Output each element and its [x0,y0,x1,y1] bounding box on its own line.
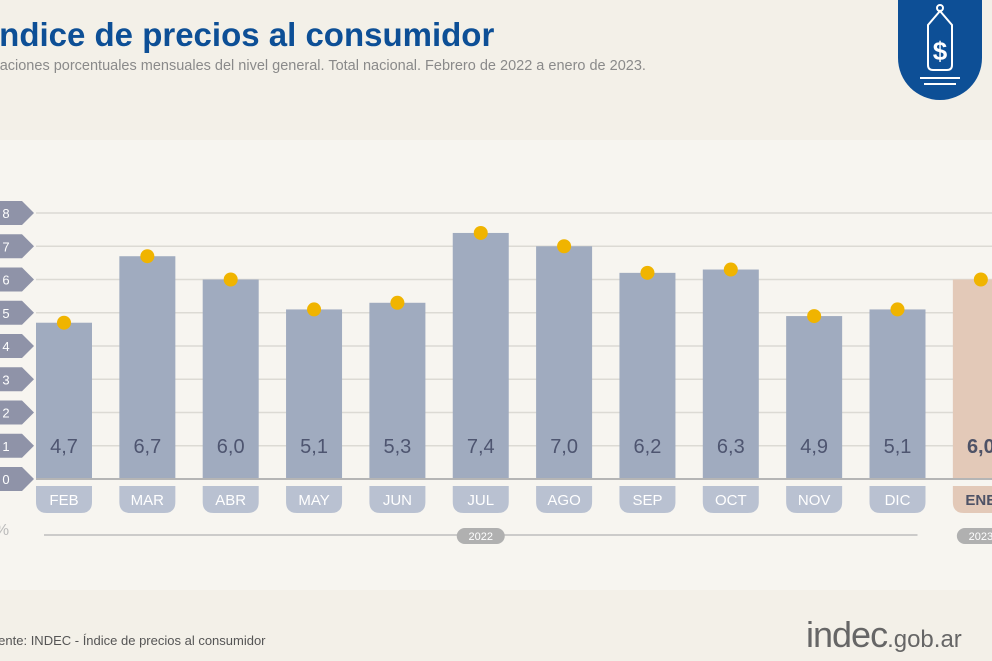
category-label: JUL [467,492,494,509]
bar-value-label: 4,9 [800,436,828,458]
page-title: Índice de precios al consumidor [0,16,495,53]
category-pill [536,486,593,513]
y-axis-unit: % [0,522,9,539]
category-pill [619,486,676,513]
category-label: ABR [215,492,246,509]
category-pill [286,486,343,513]
bar [702,269,759,478]
year-label: 2022 [469,531,493,543]
bar [119,256,176,478]
category-label: OCT [715,492,747,509]
value-dot [557,239,572,254]
bar [202,279,259,478]
bar-value-label: 5,1 [884,436,912,458]
bar [869,309,926,478]
value-dot [140,249,155,264]
bar-value-label: 6,0 [967,436,992,458]
value-dot [973,272,988,287]
value-dot [57,315,71,330]
category-label: NOV [798,492,831,509]
value-dot [223,272,238,287]
year-pill [956,528,992,544]
y-tick-label: 4 [2,339,9,354]
price-tag-dollar-icon: $ [898,0,982,100]
y-tick-label: 0 [2,472,9,487]
bar-value-label: 5,1 [300,436,328,458]
bar [452,232,509,478]
category-label: MAY [298,492,329,509]
category-pill [369,486,426,513]
y-tick-label: 5 [2,306,9,321]
bar-value-label: 4,7 [50,436,78,458]
category-pill [702,486,759,513]
value-dot [723,262,738,277]
logo-suffix: .gob.ar [887,626,962,653]
category-pill [452,486,509,513]
y-tick-badge [0,300,34,325]
bar-value-label: 6,0 [217,436,245,458]
y-tick-badge [0,234,34,259]
category-label: FEB [49,492,78,509]
svg-text:$: $ [933,36,948,66]
bar-value-label: 6,2 [634,436,662,458]
value-dot [390,295,405,310]
category-pill [869,486,926,513]
year-pill [456,528,505,544]
category-pill [119,486,176,513]
y-tick-label: 8 [2,206,9,221]
y-tick-label: 6 [2,273,9,288]
bar [786,316,843,478]
category-label: DIC [885,492,911,509]
bar-value-label: 6,3 [717,436,745,458]
page-subtitle: Variaciones porcentuales mensuales del n… [0,58,646,74]
logo-main: indec [806,614,888,655]
bar [36,322,92,478]
value-dot [807,309,822,324]
bar-value-label: 7,0 [550,436,578,458]
y-tick-label: 3 [2,372,9,387]
bar [952,279,992,478]
source-note: Fuente: INDEC - Índice de precios al con… [0,633,266,648]
y-tick-badge [0,267,34,292]
y-tick-badge [0,334,34,358]
value-dot [473,225,488,240]
value-dot [640,265,655,280]
y-tick-badge [0,433,34,458]
category-pill [202,486,259,513]
y-tick-badge [0,467,34,491]
category-label: JUN [383,492,412,509]
category-label: AGO [547,492,580,509]
bar-value-label: 5,3 [383,436,411,458]
category-label: MAR [131,492,165,509]
category-label: ENE [965,492,992,509]
category-label: SEP [632,492,662,509]
indec-logo[interactable]: indec.gob.ar [806,614,962,656]
y-tick-label: 7 [2,239,9,254]
y-tick-badge [0,400,34,425]
y-tick-label: 1 [2,439,9,454]
value-dot [307,302,322,317]
value-dot [890,302,905,317]
bar-value-label: 7,4 [467,436,495,458]
y-tick-label: 2 [2,406,9,421]
bar-value-label: 6,7 [133,436,161,458]
category-pill [952,486,992,513]
bar [619,272,676,478]
category-pill [786,486,843,513]
year-label: 2023 [969,531,992,543]
bar [536,246,593,478]
y-tick-badge [0,201,34,225]
y-tick-badge [0,367,34,392]
bar [286,309,343,478]
bar [369,302,426,478]
category-pill [36,486,92,513]
